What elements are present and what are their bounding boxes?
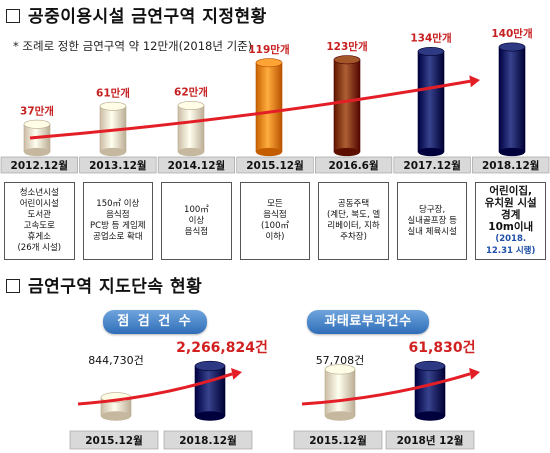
category-label: 2014.12월 bbox=[168, 159, 225, 172]
category-label: 2017.12월 bbox=[403, 159, 460, 172]
bar bbox=[324, 364, 356, 421]
inspections-title-pill: 점 검 건 수 bbox=[103, 310, 207, 334]
category-tick: 2015.12월 bbox=[69, 430, 159, 450]
category-tick: 2018.12월 bbox=[163, 430, 253, 450]
facility-description: 100㎡ 이상 음식점 bbox=[161, 182, 232, 260]
category-tick: 2012.12월 bbox=[0, 156, 78, 174]
category-label: 2015.12월 bbox=[85, 434, 142, 447]
bar bbox=[417, 47, 445, 157]
facilities-chart: 37만개 61만개 62만개 119만개 123만개 134만개 140만개 2012.12월… bbox=[0, 27, 550, 174]
data-label: 119만개 bbox=[248, 43, 289, 56]
facility-description: 150㎡ 이상 음식점 PC방 등 게임제 공업소로 확대 bbox=[82, 182, 154, 260]
facility-description: 공동주택 (계단, 복도, 엘 리베이터, 지하 주차장) bbox=[318, 182, 389, 260]
fines-title-pill: 과태료부과건수 bbox=[307, 310, 429, 334]
category-label: 2015.12월 bbox=[309, 434, 366, 447]
category-tick: 2017.12월 bbox=[393, 156, 471, 174]
trend-arrow bbox=[29, 75, 480, 140]
category-tick: 2016.6월 bbox=[314, 156, 393, 174]
data-label: 123만개 bbox=[326, 40, 367, 53]
category-tick: 2018년 12월 bbox=[385, 430, 475, 450]
facility-description: 모든 음식점 (100㎡ 이하) bbox=[239, 182, 311, 260]
facility-descriptions: 청소년시설 어린이시설 도서관 고속도로 휴게소 (26개 시설) 150㎡ 이상… bbox=[0, 182, 550, 262]
checkbox-square-icon bbox=[6, 279, 20, 293]
section2-title: 금연구역 지도단속 현황 bbox=[6, 272, 202, 297]
effective-date-note: (2018. 12.31 시행) bbox=[486, 234, 536, 256]
trend-arrow bbox=[301, 367, 480, 406]
section1-note: * 조례로 정한 금연구역 약 12만개(2018년 기준) bbox=[13, 39, 253, 53]
bar bbox=[498, 42, 526, 157]
data-label: 134만개 bbox=[410, 32, 451, 45]
section1-title: 공중이용시설 금연구역 지정현황 bbox=[6, 2, 267, 27]
trend-arrow bbox=[77, 368, 242, 406]
category-label: 2013.12월 bbox=[89, 159, 146, 172]
category-label: 2018.12월 bbox=[179, 434, 236, 447]
facility-description: 청소년시설 어린이시설 도서관 고속도로 휴게소 (26개 시설) bbox=[4, 182, 75, 260]
data-label: 61,830건 bbox=[409, 339, 476, 356]
data-label: 844,730건 bbox=[88, 354, 144, 367]
category-tick: 2015.12월 bbox=[236, 156, 314, 174]
data-label: 57,708건 bbox=[316, 354, 365, 367]
category-tick: 2013.12월 bbox=[79, 156, 157, 174]
bar bbox=[177, 101, 205, 157]
data-label: 62만개 bbox=[174, 86, 208, 99]
data-label: 2,266,824건 bbox=[176, 339, 268, 356]
category-label: 2016.6월 bbox=[328, 159, 378, 172]
data-label: 37만개 bbox=[20, 104, 54, 117]
category-tick: 2015.12월 bbox=[293, 430, 383, 450]
bar bbox=[333, 55, 361, 157]
category-label: 2012.12월 bbox=[11, 159, 68, 172]
category-tick: 2014.12월 bbox=[157, 156, 236, 174]
data-label: 61만개 bbox=[96, 86, 130, 99]
bar bbox=[255, 58, 283, 157]
category-label: 2018년 12월 bbox=[397, 434, 464, 447]
category-tick: 2018.12월 bbox=[472, 156, 550, 174]
bar bbox=[194, 360, 226, 421]
inspections-chart: 844,730건 2,266,824건 2015.12월 2018.12월 bbox=[69, 339, 268, 450]
data-label: 140만개 bbox=[491, 27, 532, 40]
checkbox-square-icon bbox=[6, 9, 20, 23]
bar bbox=[100, 392, 132, 421]
facility-description: 어린이집, 유치원 시설 경계 10m이내 (2018. 12.31 시행) bbox=[475, 182, 546, 260]
fines-chart: 57,708건 61,830건 2015.12월 2018년 12월 bbox=[293, 339, 480, 450]
facility-description: 당구장, 실내골프장 등 실내 체육시설 bbox=[396, 182, 468, 260]
category-label: 2018.12월 bbox=[482, 159, 539, 172]
category-label: 2015.12월 bbox=[246, 159, 303, 172]
bar bbox=[414, 360, 446, 421]
